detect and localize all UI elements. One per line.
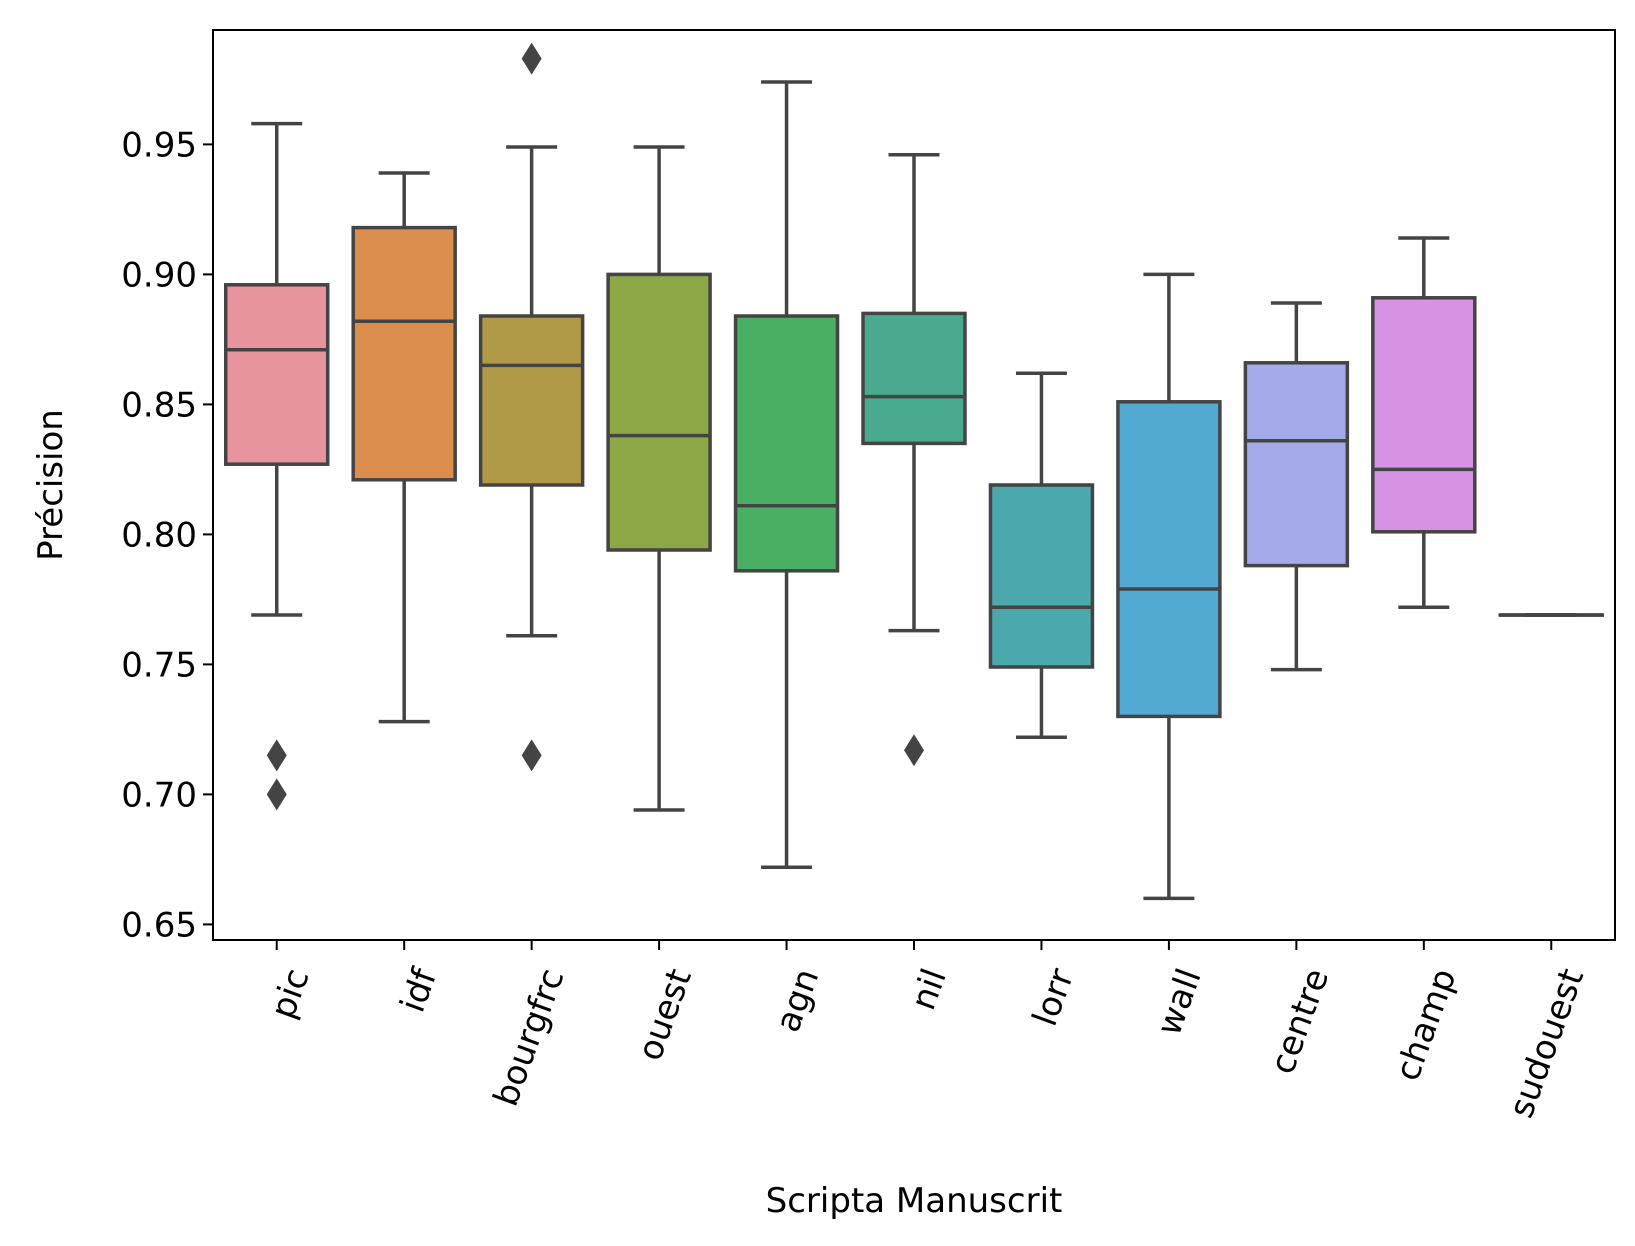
iqr-box-bourgfrc <box>478 314 585 487</box>
x-tick-label: champ <box>1387 964 1464 1086</box>
y-axis: 0.65 0.70 0.75 0.80 0.85 0.90 0.95 <box>121 125 213 945</box>
box-bourgfrc <box>478 42 585 772</box>
x-tick-label: centre <box>1262 964 1337 1080</box>
iqr-box-centre <box>1243 361 1350 568</box>
iqr-box-idf <box>351 225 457 482</box>
x-tick-label: nil <box>903 964 954 1016</box>
iqr-box-nil <box>861 311 967 446</box>
box-idf <box>351 171 457 724</box>
iqr-box-champ <box>1371 296 1477 534</box>
box-pic <box>223 121 330 811</box>
y-tick-label: 0.75 <box>121 645 197 685</box>
box-wall <box>1116 272 1222 901</box>
iqr-box-pic <box>223 283 330 466</box>
x-tick-label: sudouest <box>1501 964 1592 1123</box>
y-tick-label: 0.95 <box>121 125 197 165</box>
y-tick-label: 0.65 <box>121 905 197 945</box>
y-tick-label: 0.80 <box>121 515 197 555</box>
outlier-pic-1 <box>266 778 287 811</box>
y-tick-label: 0.90 <box>121 255 197 295</box>
box-agn <box>733 80 840 869</box>
x-tick-label: ouest <box>630 964 700 1066</box>
outlier-pic-0 <box>266 739 287 772</box>
iqr-box-ouest <box>606 272 712 552</box>
x-tick-label: bourgfrc <box>486 964 572 1112</box>
box-ouest <box>606 145 712 812</box>
y-tick-label: 0.70 <box>121 775 197 815</box>
x-tick-label: lorr <box>1025 964 1082 1032</box>
x-tick-label: pic <box>263 964 318 1024</box>
x-axis: pic idf bourgfrc ouest agn nil lorr wall centre c… <box>263 940 1592 1123</box>
box-centre <box>1243 301 1350 672</box>
x-tick-label: wall <box>1149 964 1210 1041</box>
iqr-box-lorr <box>988 483 1095 669</box>
y-tick-label: 0.85 <box>121 385 197 425</box>
x-tick-label: agn <box>768 964 827 1038</box>
iqr-box-wall <box>1116 400 1222 719</box>
y-axis-label: Précision <box>31 409 71 561</box>
iqr-box-agn <box>733 314 840 573</box>
outlier-bourgfrc-0 <box>521 42 542 75</box>
plot-marks <box>223 42 1605 901</box>
box-nil <box>861 153 967 767</box>
box-lorr <box>988 371 1095 739</box>
box-champ <box>1371 236 1477 609</box>
x-tick-label: idf <box>393 963 446 1018</box>
outlier-bourgfrc-1 <box>521 739 542 772</box>
outlier-nil-0 <box>904 734 924 767</box>
x-axis-label: Scripta Manuscrit <box>766 1181 1063 1221</box>
